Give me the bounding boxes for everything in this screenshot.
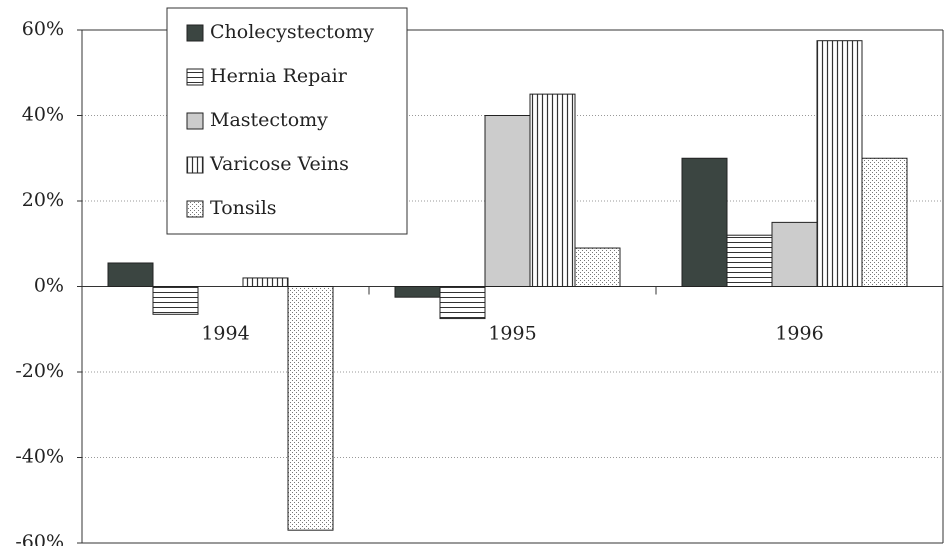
bar [152, 286, 199, 315]
y-tick-label: 40% [22, 104, 64, 126]
legend-swatch [186, 200, 204, 218]
legend-label: Tonsils [210, 197, 277, 219]
bar [394, 286, 441, 298]
legend-label: Varicose Veins [209, 153, 349, 175]
bar [681, 157, 728, 287]
legend-box [166, 7, 408, 235]
bar [287, 286, 334, 531]
y-tick-label: 20% [22, 189, 64, 211]
bar [107, 262, 154, 287]
bar [861, 157, 908, 287]
bar [574, 247, 621, 287]
bar [726, 234, 773, 287]
x-tick-label: 1996 [775, 323, 823, 345]
legend-label: Hernia Repair [210, 65, 348, 87]
y-tick-label: -20% [15, 360, 64, 382]
y-tick-label: -40% [15, 446, 64, 468]
bar [771, 221, 818, 287]
legend-swatch [186, 112, 204, 130]
legend-label: Mastectomy [210, 109, 328, 131]
bar [816, 40, 863, 287]
legend-swatch [186, 156, 204, 174]
x-tick-label: 1994 [201, 323, 249, 345]
bar [529, 93, 576, 287]
bar [484, 115, 531, 287]
y-tick-label: -60% [15, 531, 64, 546]
legend-label: Cholecystectomy [210, 21, 374, 43]
legend-swatch [186, 24, 204, 42]
y-tick-label: 0% [34, 275, 64, 297]
bar [439, 286, 486, 320]
y-tick-label: 60% [22, 18, 64, 40]
x-tick-label: 1995 [488, 323, 536, 345]
legend-swatch [186, 68, 204, 86]
bar [242, 277, 289, 288]
